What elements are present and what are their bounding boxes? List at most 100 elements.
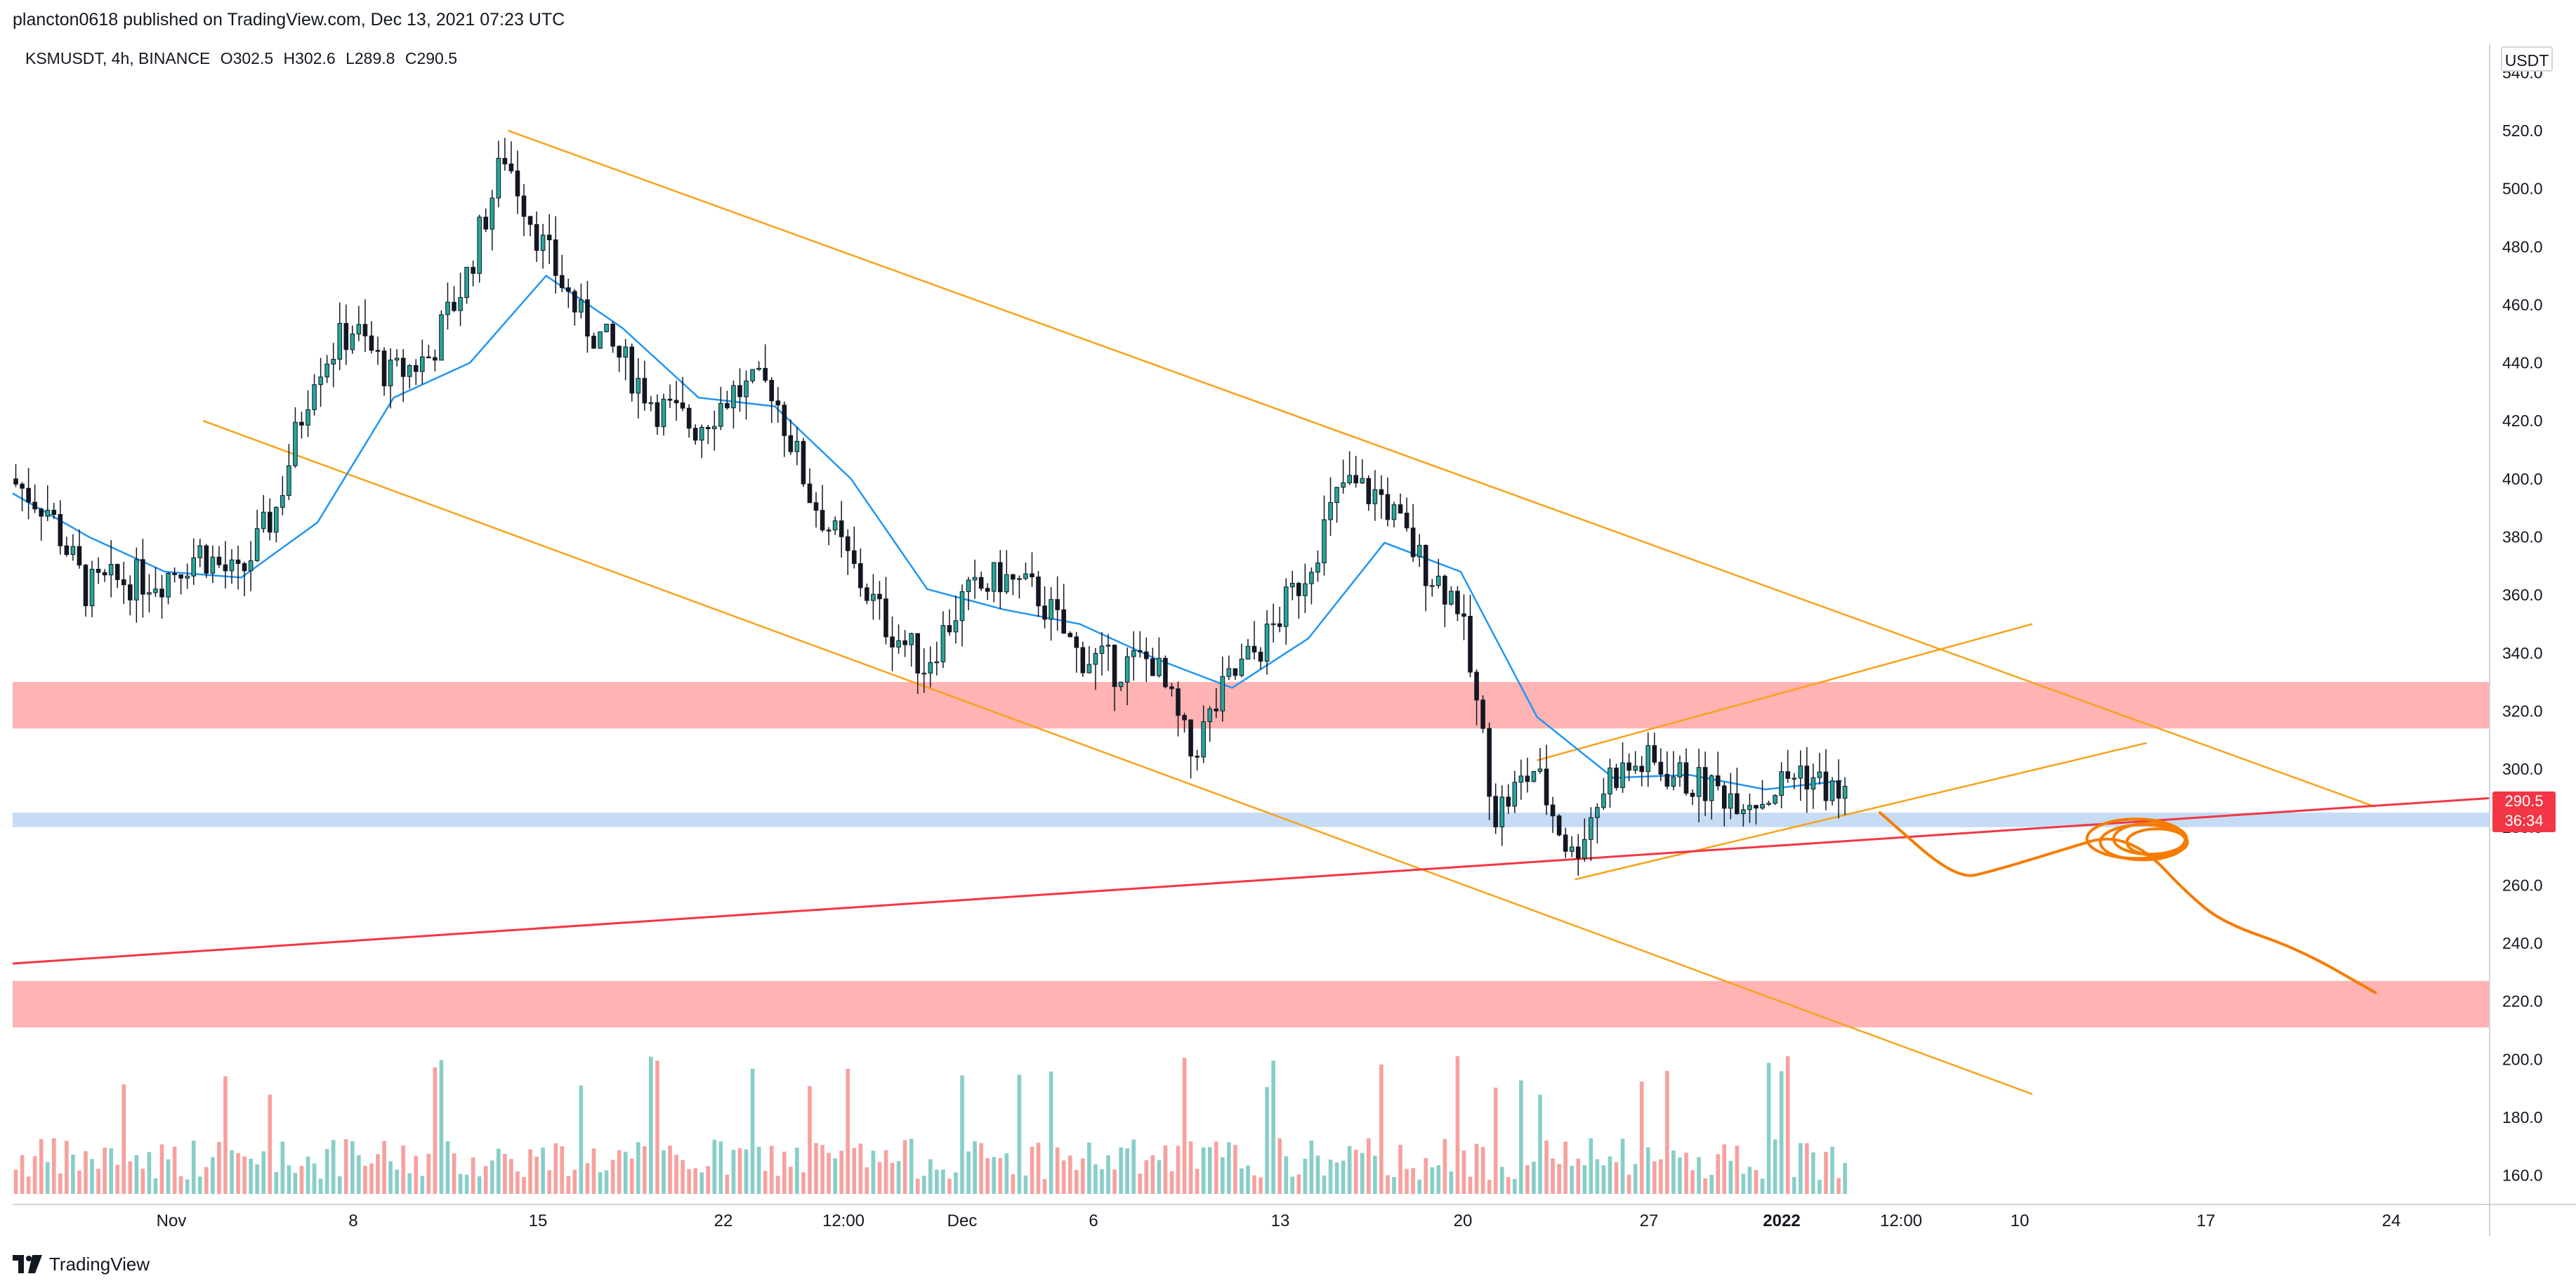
- volume-bar: [973, 1141, 977, 1194]
- price-tick-label: 180.0: [2502, 1108, 2543, 1126]
- symbol-legend[interactable]: KSMUSDT, 4h, BINANCE O302.5 H302.6 L289.…: [25, 49, 463, 68]
- volume-bar: [458, 1174, 463, 1194]
- volume-bar: [1557, 1164, 1561, 1194]
- volume-bar: [629, 1158, 634, 1194]
- volume-bar: [534, 1157, 539, 1194]
- volume-bar: [1582, 1164, 1587, 1194]
- volume-bar: [737, 1148, 742, 1194]
- candle-down: [1143, 651, 1149, 659]
- candle-down: [433, 357, 438, 361]
- candle-up: [991, 562, 997, 592]
- candle-down: [362, 324, 368, 336]
- volume-bar: [1100, 1169, 1104, 1194]
- candle-down: [1074, 636, 1079, 648]
- brand-name: TradingView: [49, 1253, 150, 1275]
- volume-bar: [789, 1167, 793, 1194]
- candle-up: [420, 356, 425, 372]
- price-tick-label: 200.0: [2502, 1050, 2543, 1068]
- currency-badge[interactable]: USDT: [2501, 46, 2553, 72]
- candle-down: [915, 633, 921, 673]
- candle-up: [718, 402, 723, 427]
- candle-up: [661, 398, 666, 427]
- volume-bar: [1811, 1152, 1815, 1194]
- volume-bar: [1843, 1163, 1847, 1194]
- candle-up: [1270, 623, 1276, 626]
- candle-down: [216, 556, 222, 565]
- candle-up: [324, 363, 329, 378]
- candle-down: [1296, 582, 1301, 596]
- volume-bar: [839, 1150, 843, 1194]
- candle-up: [1315, 563, 1320, 573]
- volume-bar: [1315, 1155, 1320, 1194]
- legend-low: L289.8: [346, 49, 395, 67]
- candle-down: [617, 346, 622, 358]
- candle-up: [940, 625, 946, 662]
- projection-sketch[interactable]: [1878, 811, 2377, 994]
- candle-up: [1157, 657, 1162, 676]
- legend-high: H302.6: [283, 49, 336, 67]
- volume-bar: [109, 1148, 113, 1194]
- volume-bar: [623, 1152, 628, 1194]
- candle-down: [1410, 527, 1416, 558]
- candle-down: [985, 588, 990, 592]
- volume-bar: [1665, 1070, 1669, 1194]
- volume-bar: [1087, 1142, 1091, 1194]
- candle-down: [610, 324, 615, 347]
- candle-down: [204, 545, 209, 574]
- volume-bar: [750, 1068, 755, 1194]
- tradingview-logo[interactable]: TradingView: [13, 1251, 150, 1277]
- price-tick-label: 440.0: [2502, 354, 2543, 372]
- volume-bar: [966, 1151, 971, 1194]
- volume-bar: [1221, 1157, 1225, 1194]
- candle-up: [744, 380, 749, 397]
- candle-down: [223, 564, 228, 572]
- volume-bar: [1398, 1145, 1402, 1194]
- volume-bar: [1690, 1170, 1695, 1194]
- trendline-wedge-top: [1537, 623, 2033, 761]
- volume-bar: [515, 1171, 520, 1194]
- time-tick-label: 6: [1089, 1211, 1098, 1230]
- candle-up: [1239, 658, 1244, 676]
- drawings[interactable]: [12, 129, 2490, 1096]
- bar-countdown: 36:34: [2504, 812, 2544, 829]
- candle-up: [191, 557, 197, 577]
- volume-bar: [1443, 1138, 1447, 1194]
- time-tick-label: 15: [529, 1211, 548, 1230]
- volume-bar: [185, 1179, 190, 1194]
- candle-down: [172, 573, 177, 575]
- volume-bar: [1011, 1174, 1016, 1194]
- candle-up: [1105, 645, 1111, 647]
- candle-up: [1645, 745, 1651, 773]
- volume-bar: [509, 1159, 513, 1194]
- volume-bar: [452, 1153, 456, 1194]
- volume-bar: [941, 1169, 945, 1194]
- price-tick-label: 400.0: [2502, 470, 2543, 488]
- volume-bar: [1639, 1082, 1644, 1194]
- candle-down: [452, 301, 456, 311]
- candle-down: [1277, 623, 1282, 627]
- candle-up: [636, 378, 641, 394]
- candle-down: [502, 157, 508, 164]
- candle-down: [1055, 599, 1060, 610]
- candle-down: [1258, 651, 1263, 662]
- candle-down: [267, 511, 272, 533]
- candle-down: [128, 584, 133, 600]
- candle-up: [966, 579, 971, 592]
- candle-up: [331, 359, 336, 364]
- candle-up: [1512, 782, 1518, 807]
- candle-down: [1036, 576, 1041, 607]
- volume-bar: [1131, 1139, 1136, 1194]
- candle-down: [1563, 834, 1568, 852]
- last-price-value: 290.5: [2504, 792, 2544, 810]
- candle-up: [1391, 504, 1397, 520]
- volume-bar: [1290, 1176, 1295, 1194]
- volume-bar: [1360, 1152, 1365, 1194]
- candle-up: [318, 376, 323, 386]
- volume-bar: [1570, 1166, 1575, 1194]
- volume-bar: [1259, 1177, 1263, 1194]
- candle-up: [445, 301, 450, 315]
- volume-bar: [1328, 1159, 1333, 1194]
- volume-bar: [58, 1173, 63, 1194]
- candle-up: [1245, 645, 1251, 659]
